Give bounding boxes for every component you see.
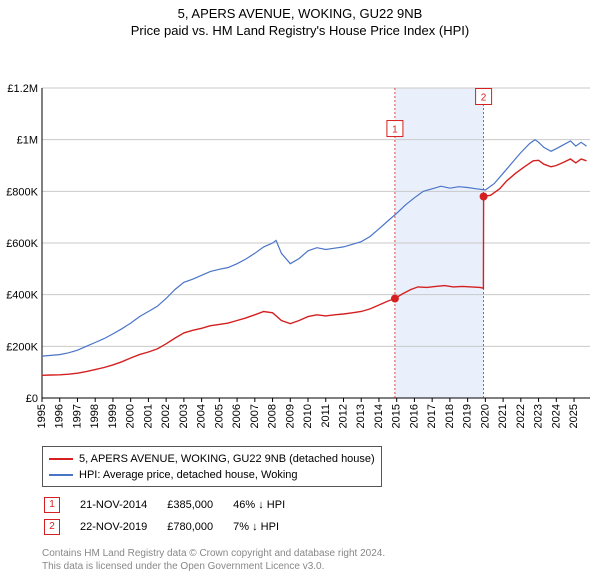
- x-axis-label: 2015: [391, 404, 403, 428]
- x-axis-label: 2014: [373, 404, 385, 428]
- y-axis-label: £1M: [17, 135, 38, 147]
- x-axis-label: 2016: [408, 404, 420, 428]
- y-axis-label: £200K: [6, 341, 38, 353]
- x-axis-label: 2009: [284, 404, 296, 428]
- legend-box: 5, APERS AVENUE, WOKING, GU22 9NB (detac…: [42, 446, 382, 487]
- x-axis-label: 2006: [231, 404, 243, 428]
- tx-date: 21-NOV-2014: [80, 495, 165, 515]
- x-axis-label: 2012: [337, 404, 349, 428]
- legend-swatch: [49, 458, 73, 460]
- x-axis-label: 2010: [302, 404, 314, 428]
- x-axis-label: 1998: [89, 404, 101, 428]
- x-axis-label: 1999: [107, 404, 119, 428]
- table-row: 1 21-NOV-2014£385,00046% ↓ HPI: [44, 495, 303, 515]
- transaction-badge: 2: [44, 519, 60, 535]
- series-hpi: [42, 140, 587, 356]
- chart-title: 5, APERS AVENUE, WOKING, GU22 9NB: [0, 6, 600, 21]
- y-axis-label: £0: [26, 393, 38, 405]
- x-axis-label: 2002: [160, 404, 172, 428]
- x-axis-label: 2008: [267, 404, 279, 428]
- x-axis-label: 2022: [515, 404, 527, 428]
- tx-delta: 46% ↓ HPI: [233, 495, 303, 515]
- x-axis-label: 2025: [568, 404, 580, 428]
- transaction-badge-num: 2: [481, 93, 487, 104]
- y-axis-label: £600K: [6, 238, 38, 250]
- y-axis-label: £1.2M: [7, 83, 38, 95]
- x-axis-label: 2005: [213, 404, 225, 428]
- legend-label: HPI: Average price, detached house, Woki…: [79, 469, 298, 481]
- footer-line-1: Contains HM Land Registry data © Crown c…: [42, 547, 600, 560]
- x-axis-label: 2017: [426, 404, 438, 428]
- x-axis-label: 2013: [355, 404, 367, 428]
- x-axis-label: 2020: [479, 404, 491, 428]
- table-row: 2 22-NOV-2019£780,0007% ↓ HPI: [44, 517, 303, 537]
- tx-date: 22-NOV-2019: [80, 517, 165, 537]
- chart-area: £0 £200K £400K £600K £800K £1M £1.2M 1995 1996 19…: [0, 38, 600, 438]
- x-axis-label: 2007: [249, 404, 261, 428]
- footer-line-2: This data is licensed under the Open Gov…: [42, 560, 600, 573]
- legend-swatch: [49, 474, 73, 476]
- y-axis-label: £400K: [6, 290, 38, 302]
- legend-row: 5, APERS AVENUE, WOKING, GU22 9NB (detac…: [49, 451, 375, 467]
- legend-label: 5, APERS AVENUE, WOKING, GU22 9NB (detac…: [79, 453, 375, 465]
- x-axis-label: 2024: [550, 404, 562, 428]
- x-axis-label: 2011: [320, 404, 332, 428]
- chart-container: 5, APERS AVENUE, WOKING, GU22 9NB Price …: [0, 0, 600, 573]
- x-axis-label: 1995: [36, 404, 48, 428]
- legend-row: HPI: Average price, detached house, Woki…: [49, 467, 375, 483]
- x-axis-label: 2021: [497, 404, 509, 428]
- x-axis-label: 2001: [142, 404, 154, 428]
- transaction-dot: [391, 295, 399, 303]
- titles: 5, APERS AVENUE, WOKING, GU22 9NB Price …: [0, 0, 600, 38]
- x-axis-label: 2018: [444, 404, 456, 428]
- x-axis-label: 2004: [196, 404, 208, 428]
- transactions-table: 1 21-NOV-2014£385,00046% ↓ HPI 2 22-NOV-201…: [42, 493, 305, 539]
- chart-subtitle: Price paid vs. HM Land Registry's House …: [0, 23, 600, 38]
- footer-attribution: Contains HM Land Registry data © Crown c…: [42, 547, 600, 573]
- line-chart-svg: £0 £200K £400K £600K £800K £1M £1.2M 1995 1996 19…: [0, 38, 600, 438]
- x-axis-label: 1997: [71, 404, 83, 428]
- transaction-badge: 1: [44, 497, 60, 513]
- x-axis-label: 2019: [462, 404, 474, 428]
- tx-price: £385,000: [167, 495, 231, 515]
- x-axis-label: 2000: [125, 404, 137, 428]
- y-axis-label: £800K: [6, 186, 38, 198]
- x-axis-label: 2023: [533, 404, 545, 428]
- tx-delta: 7% ↓ HPI: [233, 517, 303, 537]
- x-axis-label: 1996: [54, 404, 66, 428]
- tx-price: £780,000: [167, 517, 231, 537]
- transaction-dot: [480, 193, 488, 201]
- transaction-badge-num: 1: [392, 125, 398, 136]
- x-axis-label: 2003: [178, 404, 190, 428]
